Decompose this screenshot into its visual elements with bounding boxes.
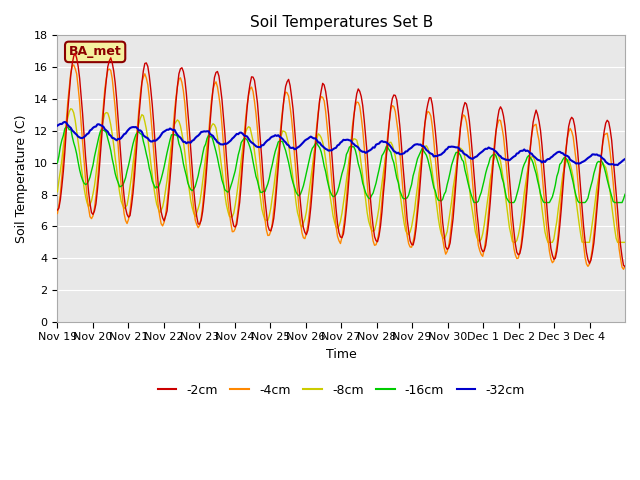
Legend: -2cm, -4cm, -8cm, -16cm, -32cm: -2cm, -4cm, -8cm, -16cm, -32cm [152,379,530,402]
Y-axis label: Soil Temperature (C): Soil Temperature (C) [15,114,28,243]
Title: Soil Temperatures Set B: Soil Temperatures Set B [250,15,433,30]
Text: BA_met: BA_met [68,46,122,59]
X-axis label: Time: Time [326,348,356,361]
